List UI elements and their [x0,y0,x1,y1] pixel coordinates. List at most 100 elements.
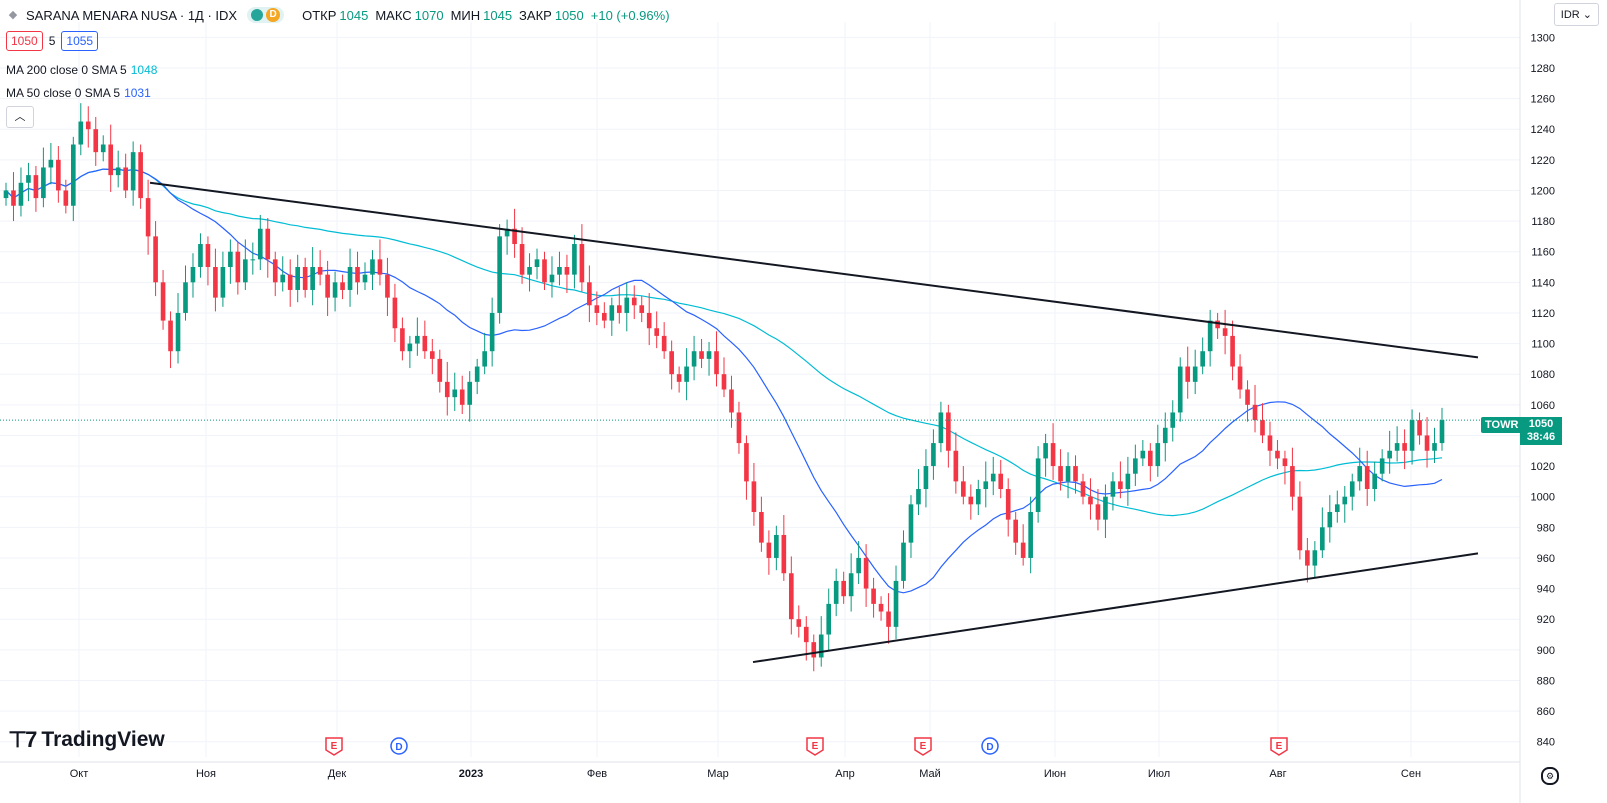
candle-body [400,328,405,352]
candle-body [1013,519,1019,543]
candle-body [474,366,480,382]
candle-body [1088,496,1093,505]
candle-body [938,412,944,444]
candle-body [310,267,315,290]
candle-body [467,381,473,405]
trade-panel: 1050 5 1055 [6,31,99,51]
candle-body [235,251,241,283]
candle-body [639,305,645,313]
candle-body [998,473,1004,490]
candle-body [706,351,712,359]
candle-body [1095,504,1101,520]
candle-body [818,634,824,658]
candle-body [1342,496,1348,505]
candle-body [1043,443,1048,459]
candle-body [833,580,839,604]
tradingview-logo[interactable]: ⊤7 TradingView [8,727,165,753]
dividend-marker-label: D [395,742,402,753]
candle-body [205,244,211,267]
sell-button[interactable]: 1050 [6,31,43,51]
data-delay-icon: D [266,8,281,22]
candle-body [826,603,832,635]
candle-body [93,129,99,153]
price-tick-label: 1140 [1531,277,1555,289]
indicator-ma50[interactable]: MA 50 close 0 SMA 5 1031 [6,86,151,100]
time-tick-label: Сен [1401,768,1421,780]
ohlc-open-label: ОТКР [302,7,337,23]
candle-body [41,167,46,199]
chart-grid [0,22,1520,757]
candle-body [489,312,495,352]
market-status[interactable]: D [247,7,285,23]
candle-body [18,182,24,206]
time-tick-label: Июл [1148,768,1170,780]
candle-body [1065,466,1071,482]
candle-body [459,389,465,405]
price-tick-label: 860 [1537,706,1555,718]
candle-body [1155,443,1161,467]
candle-body [257,228,263,260]
candle-body [594,305,600,313]
candle-body [33,175,39,199]
candle-body [26,175,31,183]
candle-body [287,274,293,290]
ohlc-close-value: 1050 [554,7,584,23]
candle-body [56,159,61,191]
candle-body [11,190,16,206]
candle-body [1372,473,1378,490]
candle-body [975,489,981,505]
candle-body [415,335,420,344]
candle-body [1364,466,1370,490]
buy-button[interactable]: 1055 [61,31,99,51]
price-tick-label: 1000 [1531,492,1555,504]
symbol-title[interactable]: SARANA MENARA NUSA · 1Д · IDX [26,7,238,23]
indicator-ma200[interactable]: MA 200 close 0 SMA 5 1048 [6,63,157,77]
dividend-marker-label: D [986,742,993,753]
candle-body [78,121,84,145]
time-tick-label: 2023 [459,768,483,780]
candle-body [1020,542,1026,558]
ohlc-change-value: +10 (+0.96%) [590,7,670,23]
candle-body [691,351,697,367]
time-tick-label: Апр [835,768,854,780]
candle-body [1147,450,1153,467]
ohlc-high-label: МАКС [375,7,412,23]
time-tick-label: Дек [328,768,347,780]
candle-body [609,305,615,321]
price-tick-label: 1240 [1531,124,1555,136]
spread-value: 5 [48,34,56,48]
candle-body [631,297,637,306]
candle-body [751,481,757,512]
candle-body [624,297,630,313]
price-tick-label: 1060 [1531,400,1555,412]
candle-body [579,244,585,283]
time-axis: Окт Ноя Дек 2023 Фев Мар Апр Май Июн Июл Авг Сен [0,761,1520,780]
earnings-marker-icon [1270,737,1288,756]
candle-body [250,259,256,261]
candle-body [145,198,151,237]
ma200-line [5,168,1443,517]
candle-series [3,103,1445,672]
symbol-logo-icon: ◆ [8,9,18,21]
candle-body [3,190,9,199]
candle-body [961,481,966,497]
candle-body [1140,450,1146,459]
candle-body [452,389,458,398]
candle-body [497,236,502,313]
ohlc-close-label: ЗАКР [519,7,552,23]
candle-body [684,366,689,382]
candle-body [534,259,540,267]
candle-body [1379,458,1385,474]
candle-body [661,335,667,352]
candle-body [1387,450,1392,459]
candle-body [1080,481,1086,497]
collapse-legend-button[interactable]: ︿ [6,106,34,128]
chart-header: ◆ SARANA MENARA NUSA · 1Д · IDX D ОТКР 10… [6,7,674,23]
currency-select[interactable]: IDR ⌄ [1553,3,1599,26]
gear-icon[interactable]: ⚙ [1541,767,1559,785]
candle-body [130,152,136,191]
resistance-trendline [149,181,1479,359]
candle-body [1222,328,1228,336]
candle-body [931,443,936,467]
